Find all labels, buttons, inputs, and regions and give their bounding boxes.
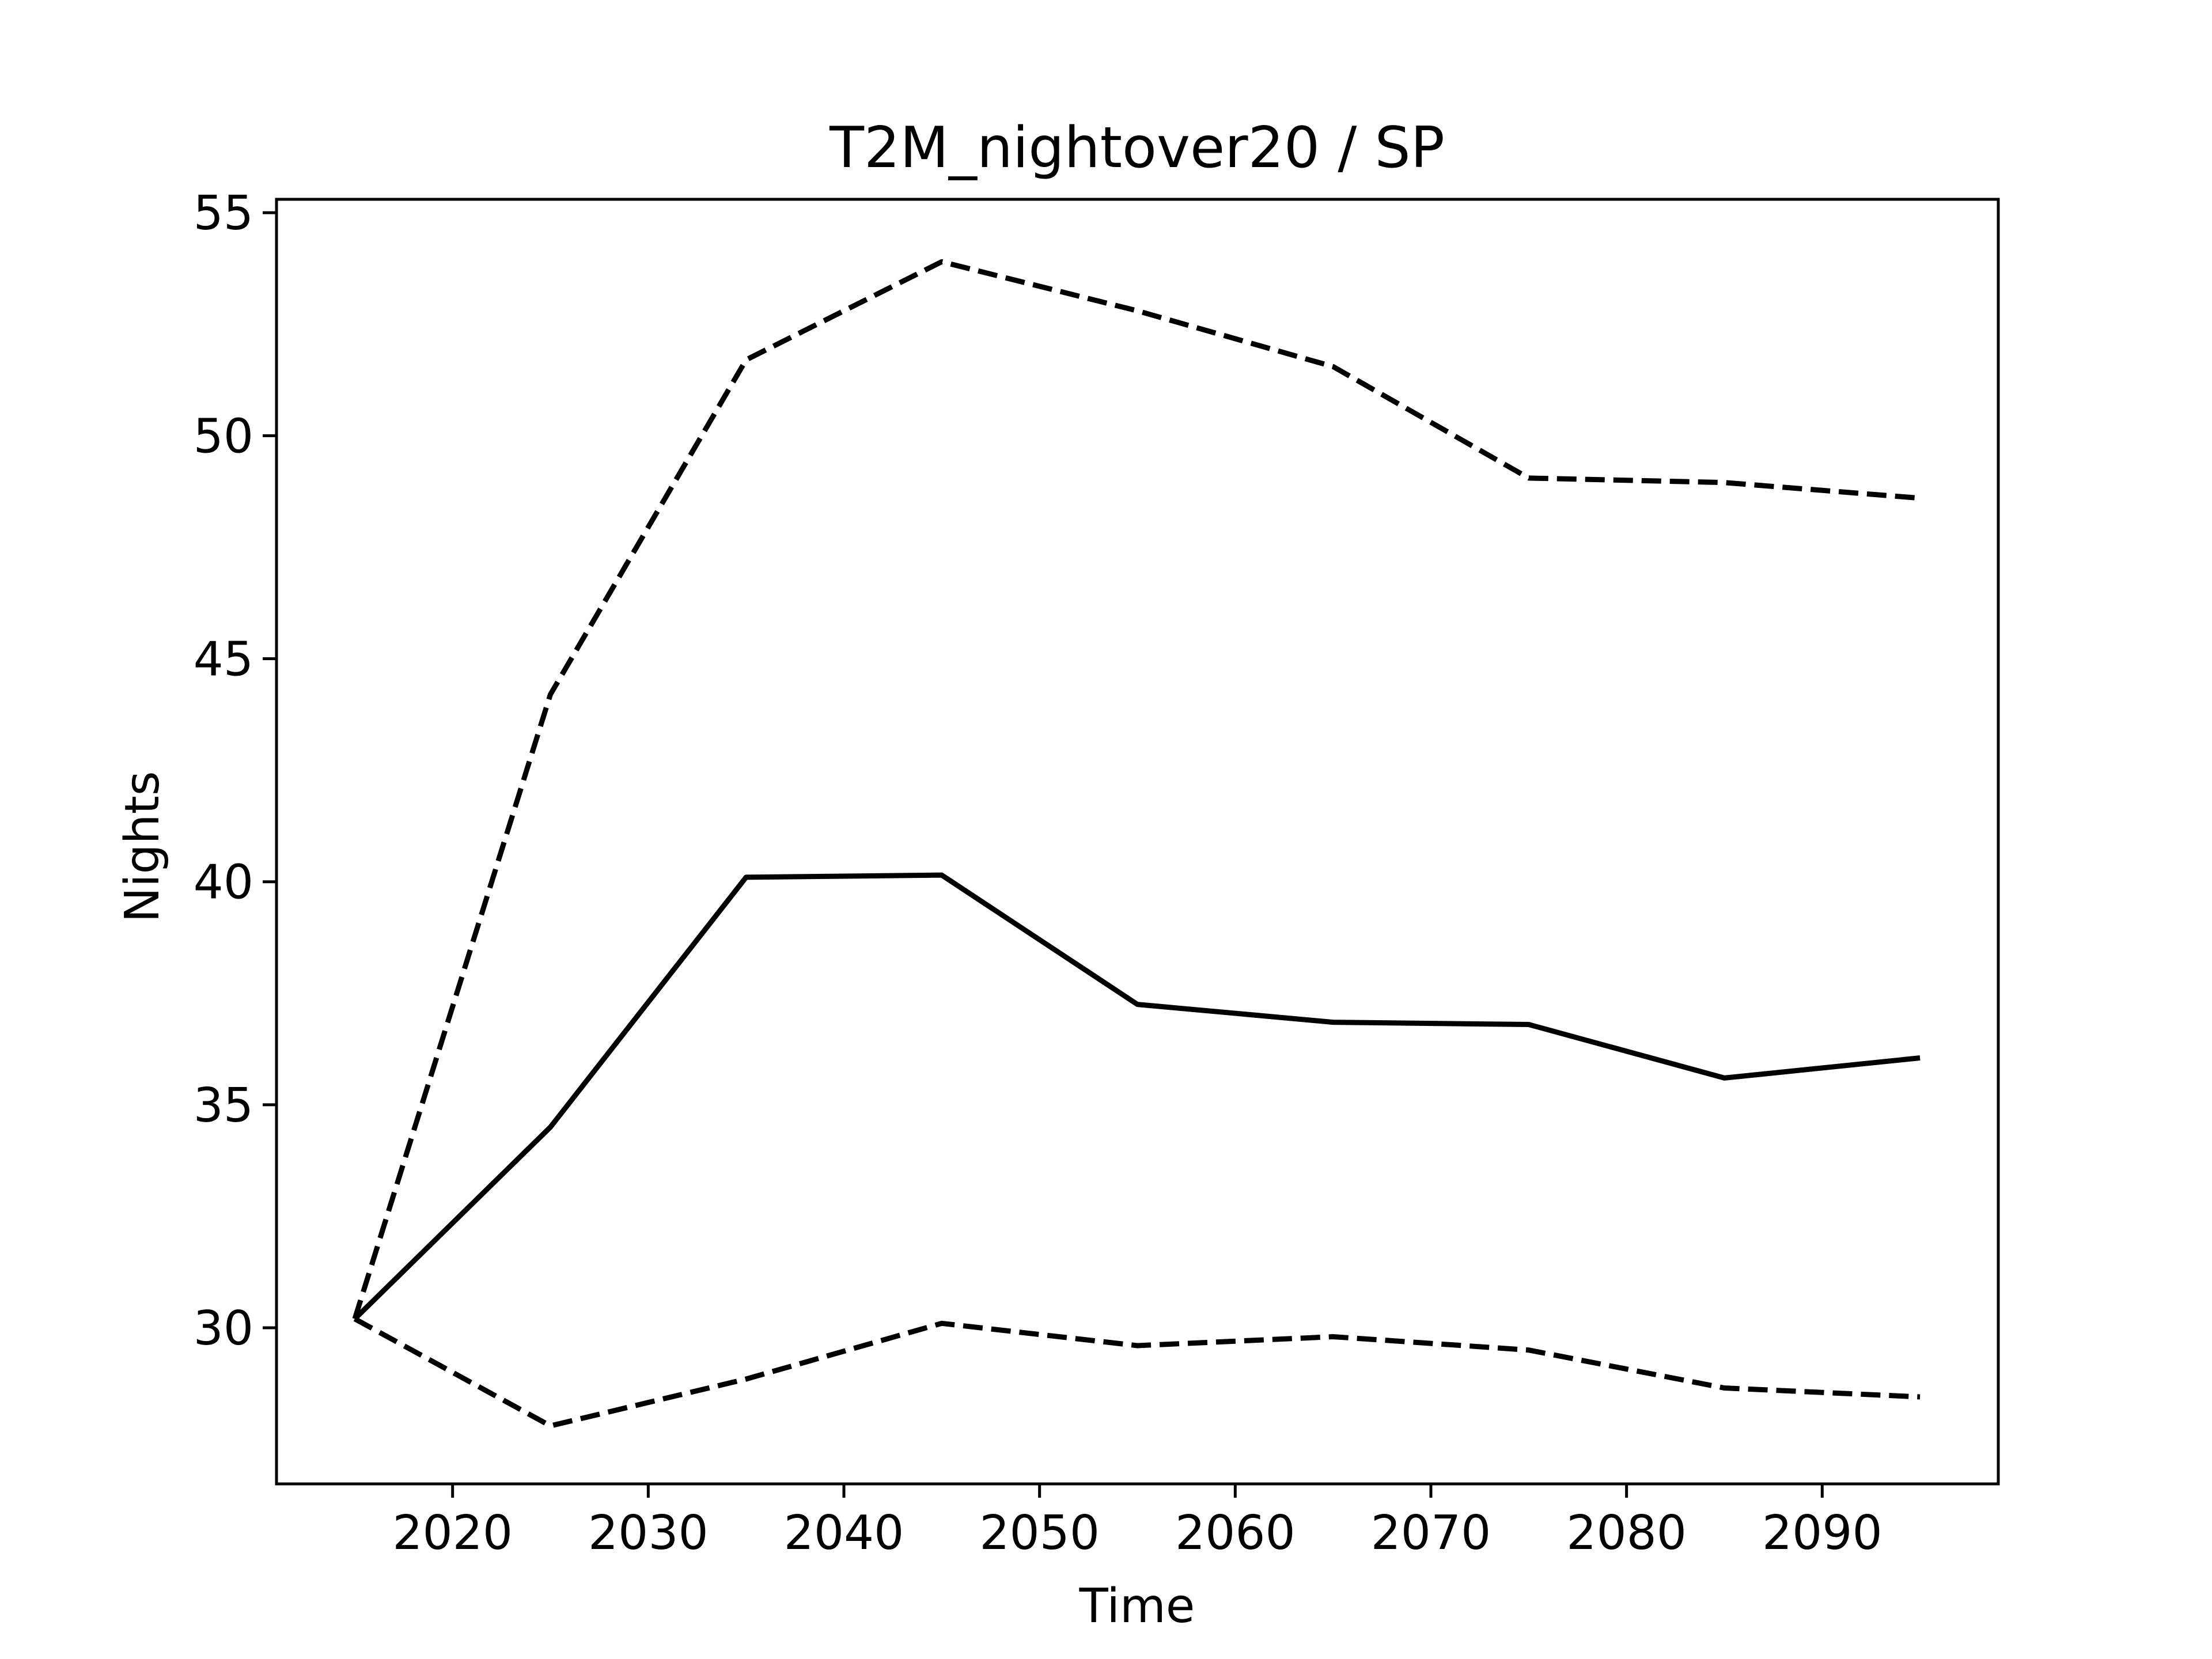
- y-tick-label-3: 45: [194, 632, 253, 687]
- y-tick-label-1: 35: [194, 1078, 253, 1133]
- y-tick-label-0: 30: [194, 1301, 253, 1356]
- x-tick-label-2: 2040: [784, 1506, 904, 1560]
- y-tick-label-2: 40: [194, 855, 253, 910]
- x-tick-label-7: 2090: [1762, 1506, 1883, 1560]
- x-tick-label-1: 2030: [588, 1506, 709, 1560]
- y-tick-label-4: 50: [194, 409, 253, 464]
- solid-series-line-0: [353, 872, 1921, 1321]
- x-tick-label-0: 2020: [392, 1506, 513, 1560]
- series-layer: [352, 259, 1921, 1429]
- x-tick-label-5: 2070: [1371, 1506, 1491, 1560]
- x-tick-label-4: 2060: [1175, 1506, 1296, 1560]
- y-axis-ticks: 30 35 40 45 50 55: [194, 186, 276, 1356]
- y-axis-label: Nights: [115, 771, 170, 922]
- chart-title: T2M_nightover20 / SP: [829, 115, 1445, 181]
- x-tick-label-3: 2050: [979, 1506, 1100, 1560]
- x-axis-label: Time: [1079, 1579, 1195, 1634]
- y-tick-label-5: 55: [194, 186, 253, 241]
- plot-frame: [275, 198, 2000, 1486]
- x-tick-label-6: 2080: [1566, 1506, 1687, 1560]
- dashed-series-line-2: [353, 1316, 1921, 1429]
- x-axis-ticks: 2020 2030 2040 2050 2060 2070 2080 2090: [392, 1484, 1883, 1560]
- dashed-series-line-1: [352, 259, 1921, 1320]
